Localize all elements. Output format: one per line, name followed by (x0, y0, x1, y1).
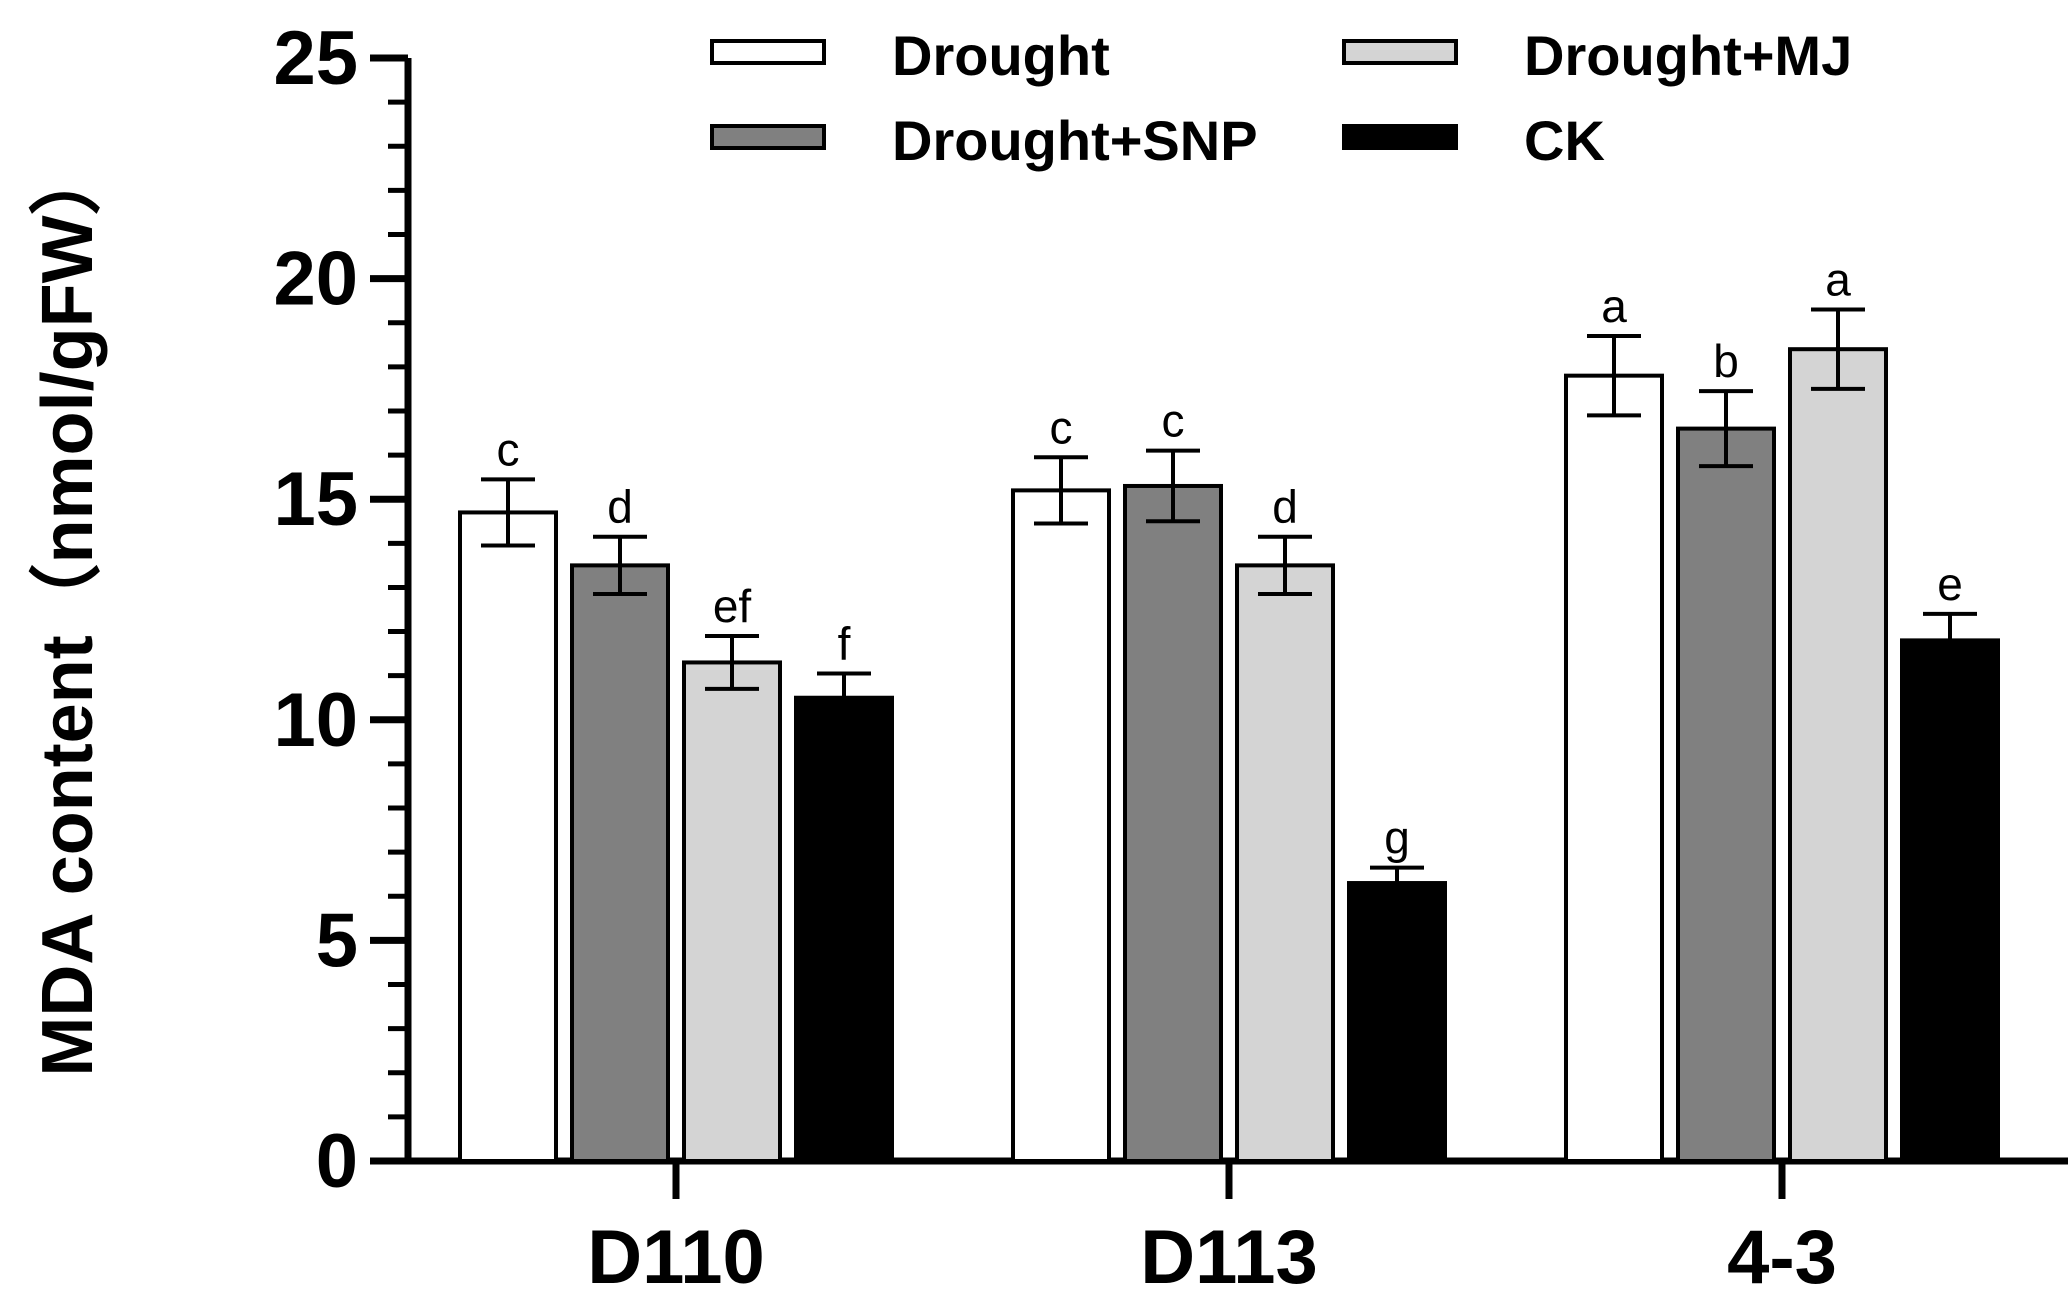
x-tick-label: D113 (1140, 1215, 1318, 1300)
significance-label: b (1713, 335, 1739, 387)
legend-label: Drought+MJ (1524, 24, 1852, 87)
significance-label: d (607, 481, 633, 533)
legend-item-drought[interactable]: Drought (710, 24, 1110, 87)
y-tick-label: 5 (316, 898, 358, 983)
significance-label: c (1162, 395, 1185, 447)
significance-label: ef (713, 580, 752, 632)
significance-label: g (1384, 812, 1410, 864)
bar-ck-4-3[interactable] (1900, 638, 2000, 1163)
bar-drought-snp-d113[interactable] (1123, 483, 1223, 1163)
significance-label: c (1050, 401, 1073, 453)
significance-label: d (1272, 481, 1298, 533)
legend-label: Drought (892, 24, 1110, 87)
y-tick-label: 0 (316, 1119, 358, 1204)
bar-drought-snp-4-3[interactable] (1676, 426, 1776, 1164)
x-tick-label: D110 (587, 1215, 765, 1300)
bar-drought-d113[interactable] (1011, 488, 1111, 1164)
legend-swatch (1342, 124, 1458, 150)
bar-drought-4-3[interactable] (1564, 373, 1664, 1163)
bar-drought-mj-d113[interactable] (1235, 563, 1335, 1163)
significance-label: f (838, 617, 851, 669)
bar-drought-snp-d110[interactable] (570, 563, 670, 1163)
bar-drought-mj-d110[interactable] (682, 660, 782, 1163)
legend-label: Drought+SNP (892, 109, 1258, 172)
legend: Drought Drought+SNP Drought+MJ CK (710, 24, 1852, 172)
y-tick-label: 15 (273, 457, 358, 542)
bars: c d ef f c c d g a b a e (458, 253, 2000, 1164)
y-axis: 0 5 10 15 20 25 (273, 16, 412, 1204)
bar-drought-mj-4-3[interactable] (1788, 347, 1888, 1163)
legend-label: CK (1524, 109, 1605, 172)
legend-swatch (710, 124, 826, 150)
legend-item-drought-mj[interactable]: Drought+MJ (1342, 24, 1852, 87)
significance-label: c (497, 423, 520, 475)
bar-drought-d110[interactable] (458, 510, 558, 1163)
y-axis-title: MDA content（nmol/gFW） (28, 143, 108, 1076)
x-axis: D110 D113 4-3 (405, 1157, 2068, 1300)
legend-swatch (710, 39, 826, 65)
bar-ck-d113[interactable] (1347, 881, 1447, 1163)
legend-item-drought-snp[interactable]: Drought+SNP (710, 109, 1258, 172)
significance-label: a (1825, 253, 1851, 305)
significance-label: a (1601, 280, 1627, 332)
significance-label: e (1937, 558, 1963, 610)
x-tick-label: 4-3 (1727, 1215, 1837, 1300)
y-tick-label: 20 (273, 237, 358, 322)
y-tick-label: 10 (273, 678, 358, 763)
legend-swatch (1342, 39, 1458, 65)
y-tick-label: 25 (273, 16, 358, 101)
bar-ck-d110[interactable] (794, 695, 894, 1163)
legend-item-ck[interactable]: CK (1342, 109, 1605, 172)
